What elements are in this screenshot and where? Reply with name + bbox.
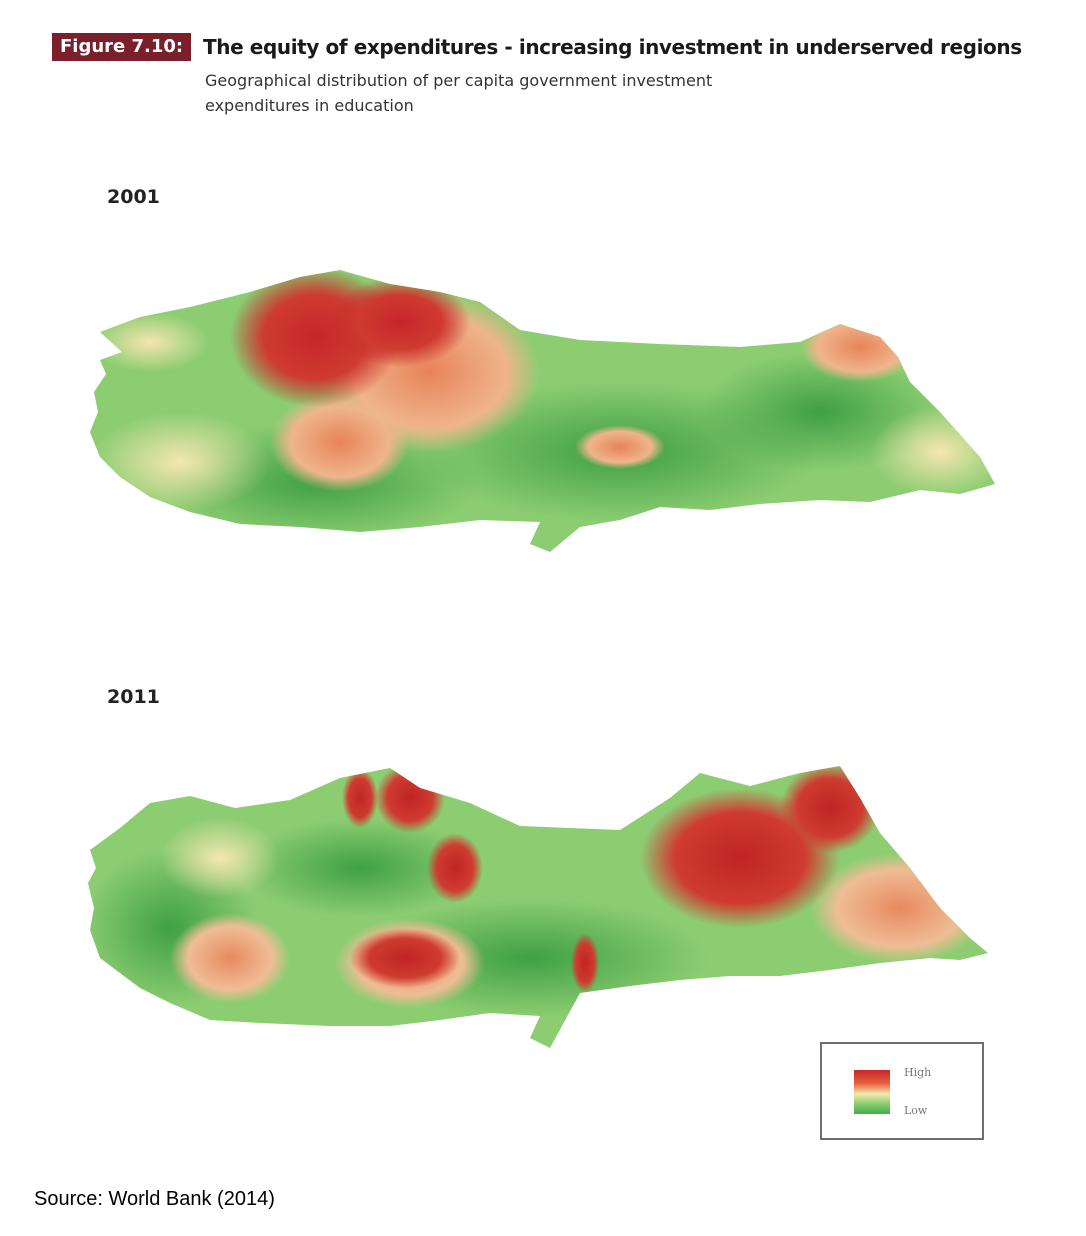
source-note: Source: World Bank (2014) <box>34 1188 275 1210</box>
map-legend: High Low <box>820 1042 984 1140</box>
figure-label: Figure 7.10: <box>52 33 192 61</box>
map-year-2011: 2011 <box>107 686 160 708</box>
legend-high-label: High <box>904 1066 932 1079</box>
figure-title: The equity of expenditures - increasing … <box>203 35 1022 59</box>
map-2001 <box>90 270 995 552</box>
legend-low-label: Low <box>904 1104 928 1117</box>
legend-color-ramp <box>854 1070 890 1114</box>
map-year-2001: 2001 <box>107 186 160 208</box>
figure-subtitle: Geographical distribution of per capita … <box>205 71 713 115</box>
map-2011 <box>88 766 988 1048</box>
